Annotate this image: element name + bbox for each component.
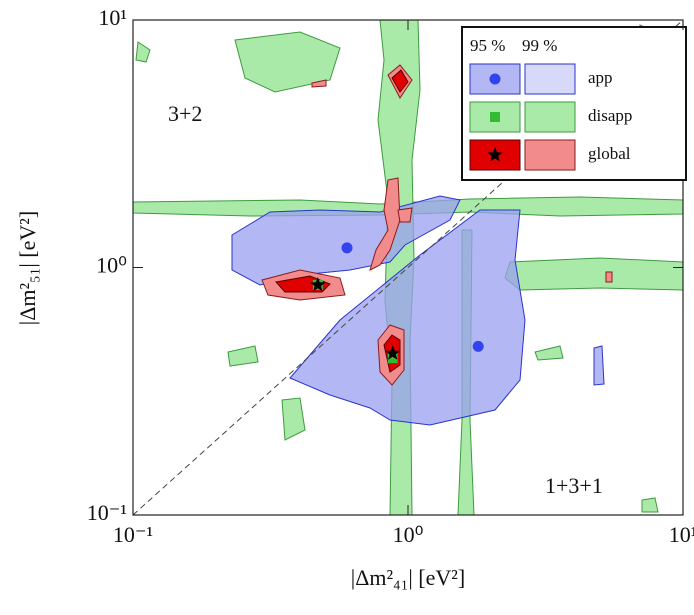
point: [310, 277, 326, 292]
y-tick-label: 10¹: [98, 5, 127, 30]
legend-swatch: [524, 139, 576, 171]
point: [341, 242, 353, 254]
y-tick-label: 10⁻¹: [87, 500, 127, 525]
y-axis-label: |Δm²₅₁| [eV²]: [15, 211, 40, 325]
contours: [133, 20, 683, 515]
legend-label: global: [588, 144, 631, 163]
legend-marker: [487, 147, 503, 162]
point: [472, 340, 484, 352]
legend-label: disapp: [588, 106, 632, 125]
annotation: 3+2: [168, 101, 202, 126]
x-axis-label: |Δm²₄₁| [eV²]: [351, 565, 465, 590]
annotation: 1+3+1: [545, 473, 603, 498]
x-tick-label: 10⁰: [393, 522, 424, 547]
diagonal: [132, 19, 684, 516]
x-tick-label: 10⁻¹: [113, 522, 153, 547]
legend-swatch: [524, 63, 576, 95]
point: [387, 353, 398, 364]
legend-marker: [490, 112, 500, 122]
legend-swatch: [524, 101, 576, 133]
point: [385, 345, 401, 360]
legend-header: 99 %: [522, 36, 557, 55]
legend-marker: [489, 73, 501, 85]
y-tick-label: 10⁰: [96, 253, 127, 278]
legend-label: app: [588, 68, 613, 87]
x-tick-label: 10¹: [669, 522, 694, 547]
legend-header: 95 %: [470, 36, 505, 55]
